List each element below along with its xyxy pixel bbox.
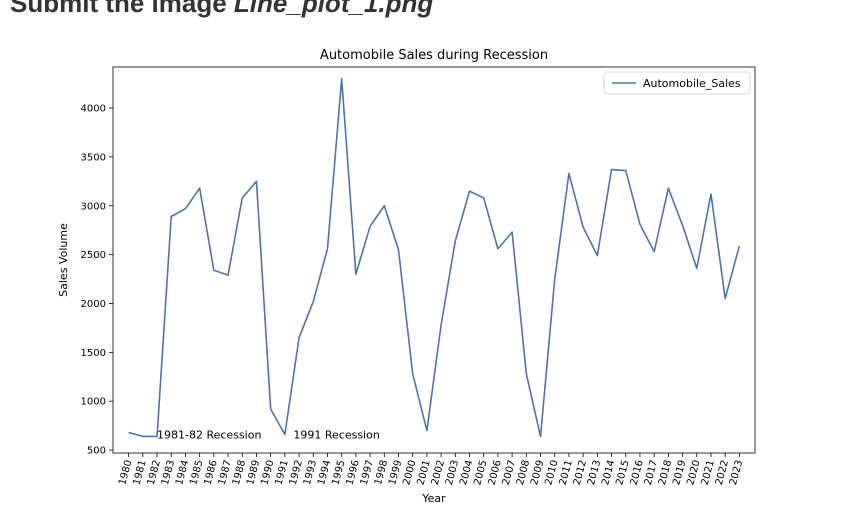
heading-filename: Line_plot_1.png bbox=[233, 0, 434, 18]
y-tick-label: 3500 bbox=[81, 152, 106, 163]
series-line-automobile-sales bbox=[128, 77, 741, 438]
y-tick-label: 4000 bbox=[81, 104, 106, 115]
legend-box bbox=[603, 71, 751, 95]
document-heading: Submit the image Line_plot_1.png bbox=[10, 0, 433, 19]
legend-label: Automobile_Sales bbox=[643, 77, 741, 90]
y-tick-label: 1500 bbox=[81, 348, 106, 359]
series-layer bbox=[128, 77, 741, 438]
chart-title: Automobile Sales during Recession bbox=[320, 48, 548, 63]
x-axis-label: Year bbox=[421, 492, 446, 505]
x-axis-ticks: 1980198119821983198419851986198719881989… bbox=[117, 453, 745, 486]
y-tick-label: 2000 bbox=[81, 299, 106, 310]
y-axis-label: Sales Volume bbox=[57, 223, 70, 297]
y-tick-label: 500 bbox=[87, 446, 106, 457]
y-tick-label: 3000 bbox=[81, 201, 106, 212]
legend: Automobile_Sales bbox=[603, 71, 751, 95]
y-tick-label: 2500 bbox=[81, 250, 106, 261]
y-tick-label: 1000 bbox=[81, 397, 106, 408]
heading-prefix: Submit the image bbox=[10, 0, 234, 18]
recession-annotation: 1991 Recession bbox=[293, 428, 379, 441]
annotations: 1981-82 Recession 1991 Recession bbox=[157, 428, 380, 441]
plot-frame bbox=[112, 66, 756, 454]
recession-annotation: 1981-82 Recession bbox=[157, 428, 261, 441]
y-axis-ticks: 500 1000 1500 2000 2500 3000 3500 4000 bbox=[81, 104, 113, 457]
